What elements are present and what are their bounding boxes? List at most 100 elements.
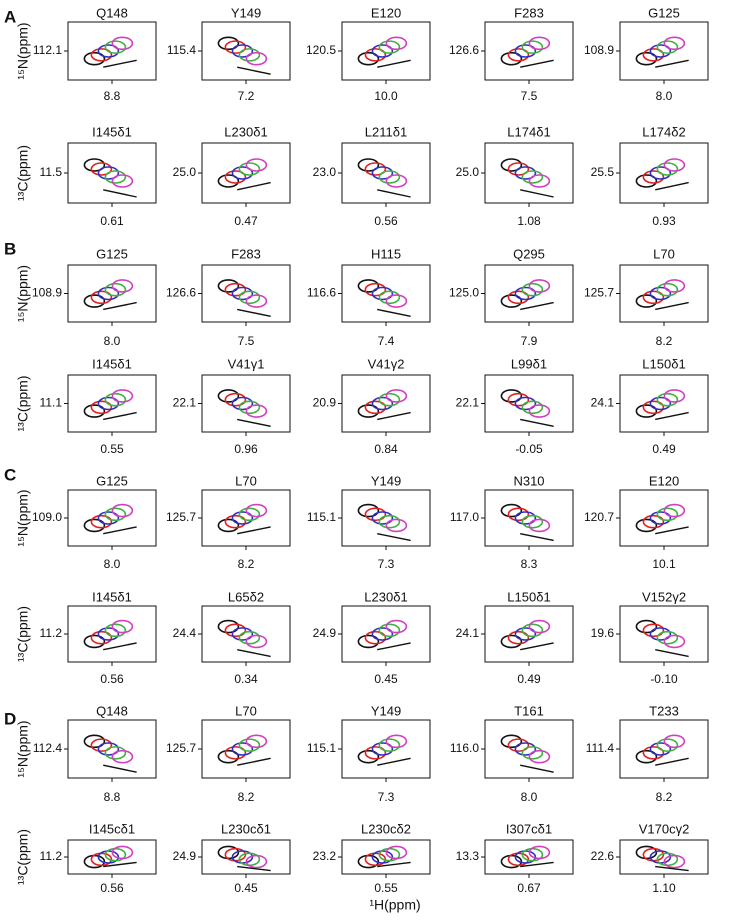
- x-tick-label: 8.0: [104, 557, 121, 571]
- contour: [663, 36, 686, 51]
- contour: [104, 746, 127, 760]
- contour: [521, 282, 544, 297]
- contour: [656, 738, 679, 752]
- contour: [83, 404, 106, 418]
- spectrum: [217, 389, 271, 427]
- contour: [635, 518, 658, 533]
- y-axis-label: ¹³C(ppm): [15, 145, 31, 201]
- plot-frame: [619, 489, 709, 547]
- plot-frame: [67, 21, 157, 81]
- x-tick-label: 8.8: [104, 89, 121, 103]
- contour: [635, 749, 658, 764]
- contour: [514, 742, 537, 756]
- contour: [656, 40, 679, 54]
- plot-title: L230δ1: [364, 589, 407, 604]
- spectrum: [357, 619, 411, 651]
- x-tick-label: 8.2: [238, 790, 255, 804]
- spectrum: [357, 734, 411, 766]
- plot-frame: [201, 264, 291, 323]
- spectrum: [500, 279, 554, 311]
- plot-title: L150δ1: [642, 356, 685, 371]
- arrow: [237, 648, 271, 658]
- arrow: [520, 764, 554, 773]
- y-tick-label: 11.1: [40, 396, 63, 410]
- contour: [507, 507, 530, 522]
- contour: [104, 40, 127, 54]
- spectrum: [500, 734, 554, 773]
- plot-frame: [619, 142, 709, 204]
- spectrum: [83, 279, 137, 311]
- plot-title: L70: [235, 473, 257, 488]
- plot-title: Y149: [371, 473, 401, 488]
- contour: [528, 174, 551, 188]
- arrow: [377, 861, 411, 868]
- spectrum: [500, 158, 554, 198]
- x-tick-label: 7.5: [238, 334, 255, 348]
- plot-title: Y149: [231, 5, 261, 20]
- contour: [83, 734, 106, 749]
- plot-frame: [201, 489, 291, 547]
- plot-title: L99δ1: [511, 356, 547, 371]
- plot-frame: [484, 605, 574, 663]
- plot-title: G125: [96, 473, 128, 488]
- contour: [635, 51, 658, 66]
- y-tick-label: 126.6: [166, 286, 196, 300]
- arrow: [520, 861, 554, 868]
- contour: [238, 738, 261, 752]
- contour: [245, 734, 268, 749]
- contour: [371, 396, 394, 411]
- contour: [238, 507, 261, 522]
- contour: [90, 400, 113, 415]
- contour: [231, 286, 254, 301]
- arrow: [655, 181, 689, 191]
- contour: [238, 290, 261, 305]
- contour: [663, 503, 686, 518]
- contour: [371, 627, 394, 641]
- spectrum: [357, 158, 411, 198]
- y-tick-label: 116.0: [450, 741, 479, 755]
- plot-frame: [484, 142, 574, 204]
- contour: [385, 389, 408, 403]
- plot-frame: [67, 605, 157, 663]
- contour: [656, 392, 679, 407]
- spectrum: [635, 619, 689, 658]
- contour: [231, 166, 254, 180]
- x-tick-label: 7.4: [378, 334, 395, 348]
- arrow: [103, 59, 137, 68]
- y-tick-label: 13.3: [456, 849, 480, 863]
- contour: [500, 503, 523, 518]
- spectrum: [357, 503, 411, 542]
- contour: [656, 162, 679, 176]
- x-tick-label: 7.5: [521, 89, 538, 103]
- spectrum: [217, 845, 271, 872]
- contour: [635, 404, 658, 418]
- plot-frame: [619, 21, 709, 81]
- x-tick-label: 0.93: [652, 214, 676, 228]
- plot-frame: [67, 489, 157, 547]
- contour: [111, 389, 134, 403]
- contour: [238, 162, 261, 176]
- contour: [111, 279, 134, 293]
- spectrum: [357, 279, 411, 317]
- arrow: [520, 642, 554, 651]
- spectrum: [217, 619, 271, 658]
- spectrum: [500, 503, 554, 542]
- contour: [245, 404, 268, 418]
- contour: [90, 630, 113, 645]
- x-tick-label: 0.34: [234, 672, 258, 686]
- contour: [649, 44, 672, 58]
- plot-frame: [67, 264, 157, 323]
- plot-title: T161: [514, 703, 544, 718]
- contour: [656, 282, 679, 297]
- spectrum: [500, 619, 554, 651]
- y-tick-label: 24.4: [173, 626, 197, 640]
- contour: [217, 749, 240, 764]
- plot-title: I145cδ1: [89, 821, 135, 836]
- x-tick-label: 10.1: [652, 557, 676, 571]
- plot-frame: [484, 264, 574, 323]
- contour: [97, 742, 120, 756]
- contour: [528, 749, 551, 764]
- contour: [217, 279, 240, 293]
- contour: [371, 742, 394, 756]
- y-tick-label: 19.6: [591, 626, 615, 640]
